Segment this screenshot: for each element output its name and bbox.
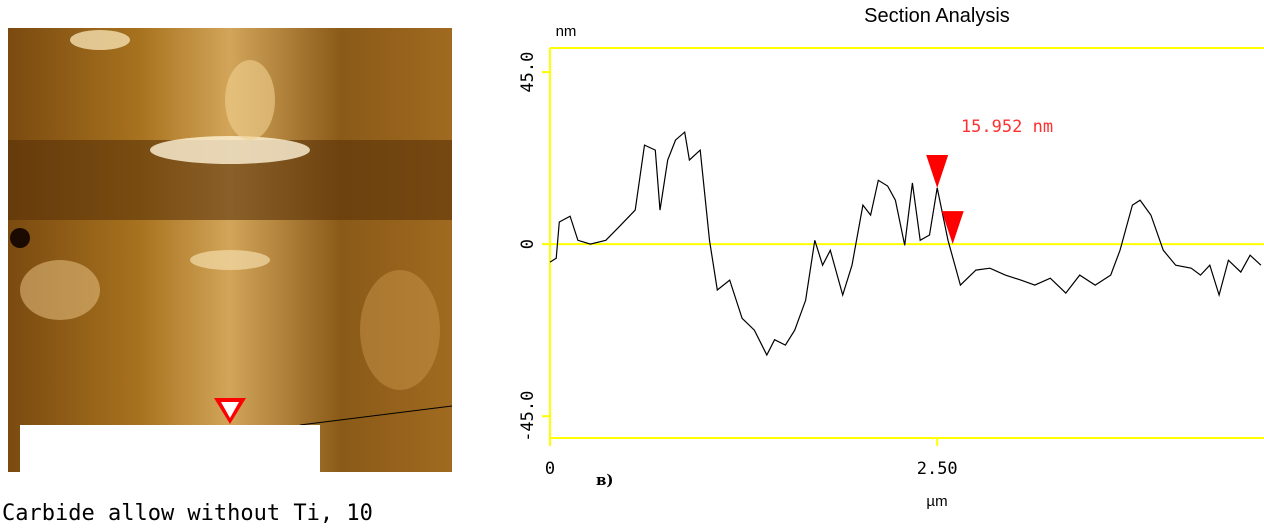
- afm-image: [8, 28, 453, 477]
- x-tick-label: 0: [545, 459, 555, 479]
- cursor-marker: [926, 154, 949, 188]
- y-axis-label: nm: [556, 23, 577, 40]
- annotation: 15.952 nm: [961, 117, 1053, 137]
- y-tick-label: 45.0: [518, 52, 538, 93]
- x-axis-label: µm: [926, 493, 947, 510]
- x-tick-label: 2.50: [917, 459, 958, 479]
- profile-line: [549, 130, 1262, 357]
- y-tick-label: 0: [518, 239, 538, 249]
- y-tick-label: -45.0: [518, 391, 538, 442]
- chart-title: Section Analysis: [864, 5, 1010, 27]
- caption: Carbide allow without Ti, 10: [2, 501, 373, 526]
- cursor-marker: [941, 211, 964, 245]
- panel-label: в): [596, 471, 614, 489]
